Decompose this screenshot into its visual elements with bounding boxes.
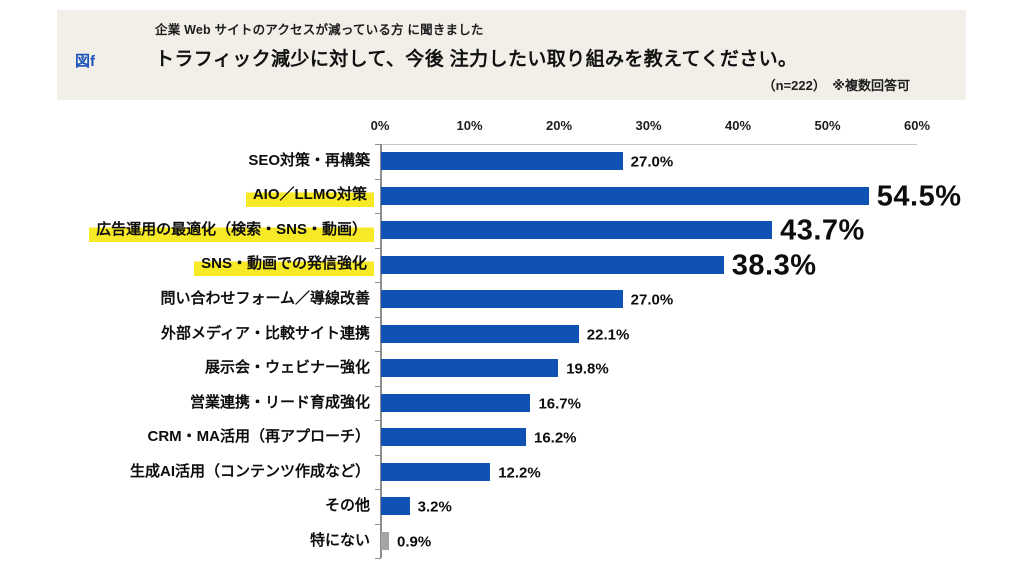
category-text: 問い合わせフォーム／導線改善 [160,290,370,308]
value-label: 22.1% [586,326,630,344]
value-label: 12.2% [498,464,541,482]
value-label: 16.7% [538,395,581,413]
category-text: 外部メディア・比較サイト連携 [161,324,370,342]
bar [381,531,390,550]
category-label: 生成AI活用（コンテンツ作成など） [57,455,374,490]
category-label: SNS・動画での発信強化 [57,248,374,283]
category-text: 生成AI活用（コンテンツ作成など） [129,462,370,480]
bar [381,290,623,309]
category-label: AIO／LLMO対策 [57,179,374,214]
value-label: 19.8% [566,360,609,378]
value-label: 27.0% [630,153,674,171]
category-label: CRM・MA活用（再アプローチ） [57,420,374,455]
plot-top-border [380,144,917,145]
category-text: SEO対策・再構築 [248,152,370,170]
y-axis-tick [375,351,381,352]
y-axis-tick [375,489,381,490]
bar [381,393,531,412]
x-axis-tick-label: 0% [370,118,390,133]
survey-audience-subtitle: 企業 Web サイトのアクセスが減っている方 に聞きました [155,23,484,37]
value-label: 16.2% [533,429,577,447]
category-text-highlighted: SNS・動画での発信強化 [194,253,374,277]
y-axis-tick [375,213,381,214]
chart-title: トラフィック減少に対して、今後 注力したい取り組みを教えてください。 [155,49,798,70]
x-axis-tick-label: 30% [635,118,662,133]
value-label: 43.7% [780,214,865,247]
category-label: 営業連携・リード育成強化 [57,386,374,421]
y-axis-tick [375,316,381,318]
category-text: 営業連携・リード育成強化 [189,393,370,411]
y-axis-tick [375,247,381,249]
bar [381,462,491,481]
bar [381,152,623,171]
y-axis-tick [375,523,381,525]
y-axis-tick [375,385,381,387]
x-axis-tick-label: 60% [903,118,931,133]
y-axis-tick [375,282,381,283]
sample-size-note: （n=222） ※複数回答可 [762,78,910,93]
category-text: 特にない [309,531,370,549]
bar [381,255,724,274]
category-label: 外部メディア・比較サイト連携 [57,317,374,352]
header-card: 企業 Web サイトのアクセスが減っている方 に聞きました 図f トラフィック減… [57,10,966,100]
value-label: 0.9% [397,533,432,551]
category-label: その他 [57,489,374,524]
category-text: その他 [324,497,370,515]
y-axis-tick [375,420,381,421]
figure-label: 図f [75,53,95,70]
x-axis-tick-label: 20% [545,118,573,133]
y-axis-tick [375,558,381,559]
value-label: 3.2% [417,498,452,516]
x-axis-tick-label: 40% [724,118,752,133]
y-axis-tick [375,454,381,456]
category-text-highlighted: 広告運用の最適化（検索・SNS・動画） [89,218,374,242]
category-text: CRM・MA活用（再アプローチ） [147,428,371,446]
category-text: 展示会・ウェビナー強化 [204,359,370,377]
category-label: SEO対策・再構築 [57,144,374,179]
category-label: 展示会・ウェビナー強化 [57,351,374,386]
category-label: 特にない [57,524,374,559]
bar [381,186,869,205]
category-label: 問い合わせフォーム／導線改善 [57,282,374,317]
bar [381,359,559,378]
y-axis-tick [375,178,381,180]
category-label: 広告運用の最適化（検索・SNS・動画） [57,213,374,248]
x-axis-tick-label: 50% [814,118,841,133]
category-text-highlighted: AIO／LLMO対策 [245,184,374,208]
bar [381,324,579,343]
bar [381,497,410,516]
value-label: 54.5% [876,180,962,213]
bar [381,428,526,447]
y-axis-tick [375,144,381,145]
value-label: 27.0% [630,291,674,309]
value-label: 38.3% [731,249,817,282]
x-axis-tick-label: 10% [456,118,483,133]
bar [381,221,773,240]
